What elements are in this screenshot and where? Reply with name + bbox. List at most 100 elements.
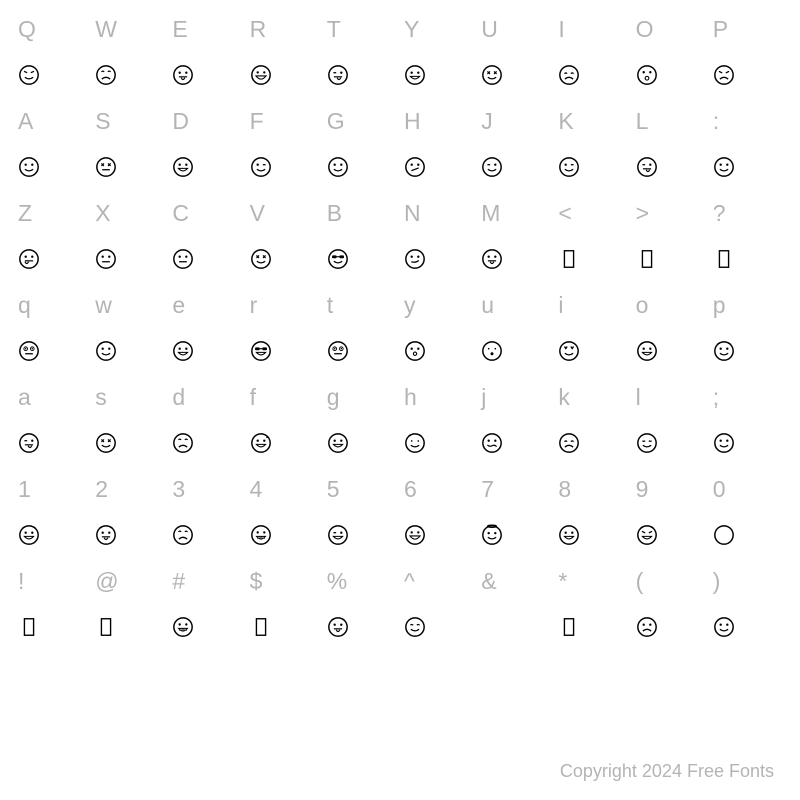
glyph-cell — [632, 512, 709, 558]
keyboard-char: f — [250, 384, 256, 411]
glyph-cell — [709, 236, 786, 282]
char-cell: & — [477, 558, 554, 604]
dead-icon — [95, 156, 117, 178]
glyph-cell — [246, 236, 323, 282]
keyboard-char: 5 — [327, 476, 340, 503]
keyboard-char: ! — [18, 568, 24, 595]
keyboard-char: R — [250, 16, 267, 43]
glyph-cell — [168, 236, 245, 282]
open-icon — [481, 340, 503, 362]
upset-icon — [172, 432, 194, 454]
upset-icon — [172, 524, 194, 546]
glyph-cell — [14, 52, 91, 98]
character-map-grid: QWERTYUIOPASDFGHJKL:ZXCVBNM<>?qwertyuiop… — [0, 0, 800, 650]
char-cell: a — [14, 374, 91, 420]
glyph-cell — [246, 328, 323, 374]
keyboard-char: 3 — [172, 476, 185, 503]
keyboard-char: p — [713, 292, 726, 319]
keyboard-char: S — [95, 108, 110, 135]
smile-icon — [327, 156, 349, 178]
keyboard-char: D — [172, 108, 189, 135]
char-cell: 2 — [91, 466, 168, 512]
keyboard-char: ) — [713, 568, 721, 595]
keyboard-char: * — [558, 568, 567, 595]
keyboard-char: 2 — [95, 476, 108, 503]
box-icon — [713, 248, 735, 270]
glyph-cell — [477, 604, 554, 650]
keyboard-char: d — [172, 384, 185, 411]
glyph-cell — [323, 512, 400, 558]
char-cell: : — [709, 98, 786, 144]
glyph-cell — [91, 512, 168, 558]
glyph-cell — [554, 52, 631, 98]
char-cell: y — [400, 282, 477, 328]
glyph-cell — [709, 604, 786, 650]
grin-icon — [172, 340, 194, 362]
char-cell: W — [91, 6, 168, 52]
grin-icon — [404, 64, 426, 86]
angry-frown-icon — [713, 64, 735, 86]
keyboard-char: a — [18, 384, 31, 411]
devil-open-icon — [404, 340, 426, 362]
box-icon — [18, 616, 40, 638]
glyph-cell — [323, 236, 400, 282]
glyph-cell — [323, 52, 400, 98]
devil-grin-icon — [18, 524, 40, 546]
wink-tongue-icon — [636, 156, 658, 178]
char-cell: Z — [14, 190, 91, 236]
glyph-cell — [168, 420, 245, 466]
glyph-cell — [246, 512, 323, 558]
char-cell: Y — [400, 6, 477, 52]
devil-smile-icon — [713, 340, 735, 362]
wink-smile-icon — [558, 156, 580, 178]
char-cell: o — [632, 282, 709, 328]
flushed-icon — [18, 340, 40, 362]
glyph-cell — [91, 144, 168, 190]
keyboard-char: K — [558, 108, 573, 135]
upset-icon — [95, 64, 117, 86]
glyph-cell — [14, 604, 91, 650]
char-cell: O — [632, 6, 709, 52]
glyph-cell — [554, 420, 631, 466]
char-cell: @ — [91, 558, 168, 604]
char-cell: g — [323, 374, 400, 420]
glyph-cell — [709, 420, 786, 466]
keyboard-char: 6 — [404, 476, 417, 503]
char-cell: S — [91, 98, 168, 144]
char-cell: 0 — [709, 466, 786, 512]
char-cell: ? — [709, 190, 786, 236]
keyboard-char: l — [636, 384, 641, 411]
char-cell: q — [14, 282, 91, 328]
keyboard-char: J — [481, 108, 493, 135]
char-cell: J — [477, 98, 554, 144]
devil-small-icon — [404, 432, 426, 454]
char-cell: M — [477, 190, 554, 236]
glyph-cell — [554, 236, 631, 282]
keyboard-char: L — [636, 108, 649, 135]
curl-smile-icon — [481, 432, 503, 454]
glyph-cell — [91, 604, 168, 650]
wink-grin-icon — [327, 524, 349, 546]
diag-smile-icon — [404, 156, 426, 178]
empty-icon — [481, 616, 503, 638]
char-cell: d — [168, 374, 245, 420]
keyboard-char: q — [18, 292, 31, 319]
smile-icon — [18, 156, 40, 178]
keyboard-char: s — [95, 384, 107, 411]
keyboard-char: 4 — [250, 476, 263, 503]
char-cell: 5 — [323, 466, 400, 512]
grin-wide-icon — [250, 64, 272, 86]
circle-icon — [713, 524, 735, 546]
glyph-cell — [246, 52, 323, 98]
glyph-cell — [709, 144, 786, 190]
keyboard-char: F — [250, 108, 264, 135]
glyph-cell — [400, 604, 477, 650]
sleepy-icon — [636, 432, 658, 454]
glyph-cell — [323, 604, 400, 650]
glyph-cell — [246, 420, 323, 466]
glyph-cell — [477, 52, 554, 98]
devil-smile-icon — [95, 340, 117, 362]
char-cell: e — [168, 282, 245, 328]
box-icon — [558, 616, 580, 638]
glyph-cell — [400, 512, 477, 558]
